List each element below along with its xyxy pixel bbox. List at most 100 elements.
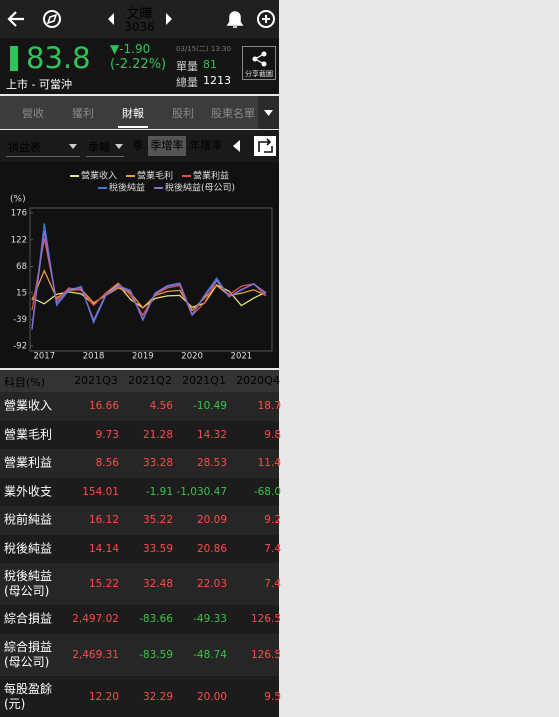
tab-more[interactable] (258, 96, 279, 129)
cell-value: 11.4 (257, 457, 281, 470)
row-label: 每股盈餘 (元) (4, 681, 53, 711)
cell-value: 16.66 (88, 400, 119, 413)
y-tick-label: -39 (13, 315, 27, 325)
mode-button[interactable]: 年增率 (189, 139, 223, 152)
mode-button[interactable]: 季 (132, 139, 144, 152)
cell-value: 20.00 (196, 690, 227, 703)
y-tick-label: 122 (11, 235, 27, 245)
cell-value: 2,497.02 (72, 613, 119, 626)
row-label: 營業利益 (4, 455, 53, 470)
compass-needle (46, 13, 58, 25)
tab[interactable]: 股利 (172, 107, 194, 120)
legend-label: 營業收入 (81, 170, 117, 182)
table-row: 綜合損益 (母公司) 2,469.31 -83.59 -48.74 126.5 (0, 633, 281, 676)
period-dropdown[interactable]: 季報 (86, 136, 124, 157)
cell-value: 2,469.31 (72, 648, 119, 661)
datetime: 03/15(二) 13:30 (176, 45, 232, 53)
bell-icon[interactable] (226, 11, 244, 28)
cell-value: 4.56 (149, 400, 173, 413)
cell-value: -68.0 (253, 485, 281, 498)
icons (264, 110, 273, 116)
compass-icon[interactable] (43, 10, 61, 28)
mode-button[interactable]: 季增率 (148, 136, 186, 156)
icons (233, 136, 276, 156)
dropdown-arrow (115, 144, 123, 149)
cell-value: 35.22 (142, 514, 173, 527)
cell-value: 9.73 (95, 428, 119, 441)
cell-value: 33.59 (142, 542, 173, 555)
table-row: 稅後純益 14.14 33.59 20.86 7.4 (0, 534, 281, 563)
series-line (31, 238, 267, 317)
header-cell: 2020Q4 (236, 374, 280, 387)
cell-value: 126.5 (250, 648, 281, 661)
icons (115, 144, 123, 149)
row-label: 綜合損益 (母公司) (4, 639, 53, 669)
cell-value: -10.49 (193, 400, 227, 413)
legend-label: 稅後純益(母公司) (165, 182, 235, 194)
table-row: 稅前純益 16.12 35.22 20.09 9.2 (0, 506, 281, 535)
table-header: 科目(%) 2021Q3 2021Q2 2021Q1 2020Q4 (0, 370, 280, 392)
statement-dropdown[interactable]: 損益表 (6, 136, 80, 157)
tab[interactable]: 營收 (22, 107, 44, 120)
cell-value: -1.91 (145, 485, 173, 498)
cell-value: 7.4 (264, 578, 281, 590)
add-cross (262, 15, 270, 23)
dropdown-arrow (69, 144, 77, 149)
cell-value: 32.29 (142, 690, 173, 703)
table-row: 營業收入 16.66 4.56 -10.49 18.7 (0, 392, 281, 421)
cell-value: 33.28 (142, 457, 173, 470)
scroll-left[interactable] (233, 140, 240, 152)
quote-area: 83.8 ▼-1.90(-2.22%) 03/15(二) 13:30 單量 81 總量 12… (0, 38, 279, 94)
series-line (31, 283, 267, 309)
series-line (31, 230, 267, 328)
row-label: 綜合損益 (4, 611, 53, 626)
header-cell: 2021Q1 (182, 374, 226, 387)
cell-value: 20.09 (196, 514, 227, 527)
tab-underline (118, 126, 148, 128)
y-tick-label: -92 (13, 342, 27, 352)
row-label: 營業收入 (4, 398, 53, 413)
cell-value: 154.01 (82, 485, 119, 498)
next-stock[interactable] (166, 13, 172, 25)
cell-value: 14.14 (88, 542, 119, 555)
share-lines (253, 53, 265, 65)
cell-value: 8.56 (95, 457, 119, 470)
x-tick-label: 2018 (83, 352, 105, 362)
header-cell: 2021Q3 (74, 374, 118, 387)
cell-value: 14.32 (196, 428, 227, 441)
total-label: 總量 (176, 76, 198, 89)
row-label: 稅前純益 (4, 512, 53, 527)
period: 季報 (88, 141, 110, 154)
share-button[interactable]: 分享截圖 (242, 46, 276, 80)
cell-value: -83.66 (139, 613, 173, 626)
x-tick-label: 2020 (181, 352, 203, 362)
legend-label: 稅後純益 (109, 182, 145, 194)
row-label: 營業毛利 (4, 427, 53, 442)
tab-bar: 營收 獲利 財報 股利 股東名單 (0, 96, 279, 129)
tab[interactable]: 財報 (122, 107, 144, 120)
cell-value: -1,030.47 (176, 485, 227, 498)
tab[interactable]: 獲利 (72, 107, 94, 120)
row-label: 稅後純益 (4, 541, 53, 556)
cell-value: 15.22 (88, 578, 119, 590)
table-row: 營業毛利 9.73 21.28 14.32 9.8 (0, 420, 281, 449)
tab-more-arrow (264, 110, 273, 116)
icons (252, 51, 267, 67)
table-row: 每股盈餘 (元) 12.20 32.29 20.00 9.5 (0, 675, 281, 717)
x-tick-label: 2017 (33, 352, 55, 362)
volume: 81 (203, 58, 217, 71)
prev-stock[interactable] (108, 13, 114, 25)
cell-value: 22.03 (196, 578, 227, 590)
cell-value: 32.48 (142, 578, 173, 590)
back-button[interactable] (7, 11, 24, 27)
add-icon[interactable] (257, 10, 275, 28)
tab[interactable]: 股東名單 (211, 107, 255, 120)
table-row: 業外收支 154.01 -1.91 -1,030.47 -68.0 (0, 477, 281, 506)
unit-label: (%) (10, 195, 26, 205)
legend-label: 營業利益 (193, 170, 229, 182)
rotate-icon (258, 138, 273, 153)
change-percent: (-2.22%) (110, 57, 167, 72)
table-row: 營業利益 8.56 33.28 28.53 11.4 (0, 449, 281, 478)
